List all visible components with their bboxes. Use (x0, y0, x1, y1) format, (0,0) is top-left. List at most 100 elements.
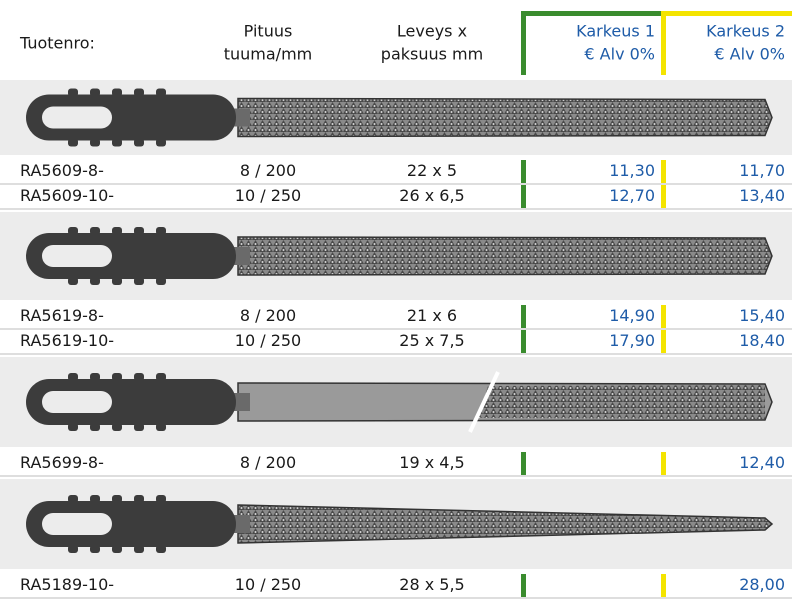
rasp-teeth (478, 385, 765, 419)
header-length: tuuma/mm (224, 45, 313, 64)
rasp-handle-ridge (90, 138, 100, 147)
k2-border (661, 330, 666, 353)
rasp-handle-ridge (134, 227, 144, 235)
price-k1: 14,90 (609, 306, 655, 325)
product-code: RA5619-8- (20, 306, 104, 325)
header-size: Leveys x (397, 22, 467, 41)
size: 25 x 7,5 (399, 331, 464, 350)
header-k1: € Alv 0% (584, 45, 655, 64)
header-k2: Karkeus 2 (706, 22, 785, 41)
rasp-blade (237, 236, 773, 276)
rasp-handle-ridge (134, 88, 144, 97)
rasp-handle-ridge (134, 138, 144, 147)
product-code: RA5609-8- (20, 161, 104, 180)
header-k2: € Alv 0% (714, 45, 785, 64)
k1-border (521, 452, 526, 475)
rasp-handle-ridge (134, 423, 144, 431)
size: 19 x 4,5 (399, 453, 464, 472)
rasp-handle-ridge (156, 277, 166, 285)
header-k1: Karkeus 1 (576, 22, 655, 41)
rasp-handle-ridge (156, 138, 166, 147)
product-code: RA5619-10- (20, 331, 114, 350)
k2-border (661, 574, 666, 597)
length: 8 / 200 (240, 453, 296, 472)
rasp-blade (237, 504, 774, 544)
k1-border (521, 305, 526, 328)
k2-border (661, 452, 666, 475)
rasp-handle-ridge (68, 373, 78, 381)
k1-border (521, 185, 526, 208)
k1-top-border (521, 11, 663, 16)
rasp-break (468, 371, 500, 433)
rasp-handle-ridge (90, 495, 100, 503)
k2-border (661, 160, 666, 183)
size: 21 x 6 (407, 306, 457, 325)
rasp-handle-ridge (112, 545, 122, 553)
price-k1: 17,90 (609, 331, 655, 350)
rasp-handle-ridge (68, 227, 78, 235)
rasp-handle-hole (42, 245, 112, 267)
rasp-handle-ridge (68, 88, 78, 97)
rasp-handle-ridge (112, 495, 122, 503)
rasp-handle-ridge (112, 423, 122, 431)
product-code: RA5609-10- (20, 186, 114, 205)
k1-border (521, 160, 526, 183)
rasp-handle-ridge (68, 423, 78, 431)
rasp-handle-ridge (112, 88, 122, 97)
rasp-handle-ridge (134, 545, 144, 553)
rasp-handle-ridge (134, 495, 144, 503)
rasp-handle-ridge (112, 227, 122, 235)
rasp-handle-ridge (156, 88, 166, 97)
k1-left-border (521, 11, 526, 75)
k1-border (521, 330, 526, 353)
rasp-handle-ridge (156, 373, 166, 381)
rasp-handle-ridge (68, 495, 78, 503)
header-code: Tuotenro: (19, 34, 95, 53)
rasp-handle-ridge (134, 277, 144, 285)
k1-border (521, 574, 526, 597)
rasp-handle (26, 501, 236, 547)
length: 8 / 200 (240, 306, 296, 325)
product-code: RA5699-8- (20, 453, 104, 472)
price-k2: 15,40 (739, 306, 785, 325)
price-k2: 28,00 (739, 575, 785, 594)
rasp-handle-ridge (156, 495, 166, 503)
rasp-blade (237, 97, 773, 138)
rasp-handle-ridge (156, 545, 166, 553)
rasp-handle-hole (42, 513, 112, 535)
rasp-handle-ridge (90, 88, 100, 97)
rasp-handle-ridge (156, 227, 166, 235)
rasp-handle-hole (42, 106, 112, 129)
rasp-handle-ridge (112, 373, 122, 381)
rasp-handle-hole (42, 391, 112, 413)
k2-border (661, 185, 666, 208)
size: 22 x 5 (407, 161, 457, 180)
rasp-handle-ridge (112, 277, 122, 285)
price-k1: 12,70 (609, 186, 655, 205)
header-size: paksuus mm (381, 45, 483, 64)
size: 26 x 6,5 (399, 186, 464, 205)
size: 28 x 5,5 (399, 575, 464, 594)
rasp-handle-ridge (90, 423, 100, 431)
price-k2: 13,40 (739, 186, 785, 205)
rasp-handle-ridge (68, 277, 78, 285)
header-length: Pituus (244, 22, 293, 41)
rasp-handle (26, 379, 236, 425)
rasp-handle-ridge (90, 373, 100, 381)
k2-top-border (663, 11, 792, 16)
rasp-handle-ridge (134, 373, 144, 381)
price-k2: 12,40 (739, 453, 785, 472)
rasp-handle-ridge (68, 545, 78, 553)
rasp-handle-ridge (68, 138, 78, 147)
product-code: RA5189-10- (20, 575, 114, 594)
rasp-handle-ridge (90, 277, 100, 285)
rasp-handle (26, 94, 236, 141)
rasp-handle-ridge (90, 227, 100, 235)
rasp-handle (26, 233, 236, 279)
price-k1: 11,30 (609, 161, 655, 180)
price-k2: 11,70 (739, 161, 785, 180)
length: 8 / 200 (240, 161, 296, 180)
length: 10 / 250 (235, 575, 301, 594)
length: 10 / 250 (235, 186, 301, 205)
